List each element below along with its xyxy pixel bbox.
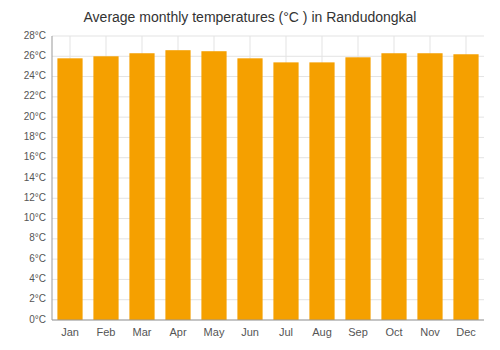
y-tick-label: 12°C — [24, 192, 46, 203]
bar — [165, 50, 190, 320]
y-tick-label: 20°C — [24, 111, 46, 122]
bar — [57, 58, 82, 320]
bar — [309, 62, 334, 320]
bar — [453, 54, 478, 320]
grid — [52, 36, 484, 320]
y-tick-label: 10°C — [24, 212, 46, 223]
y-tick-label: 22°C — [24, 90, 46, 101]
x-tick-label: Feb — [97, 326, 116, 338]
bars — [57, 50, 478, 320]
y-tick-label: 8°C — [29, 232, 46, 243]
y-tick-label: 4°C — [29, 273, 46, 284]
title: Average monthly temperatures (°C ) in Ra… — [84, 9, 417, 25]
x-tick-label: Aug — [312, 326, 332, 338]
x-tick-label: Nov — [420, 326, 440, 338]
bar — [345, 57, 370, 320]
x-axis-line — [52, 320, 484, 321]
y-tick-label: 26°C — [24, 50, 46, 61]
bar — [93, 56, 118, 320]
x-tick-label: Dec — [456, 326, 476, 338]
chart: 0°C 2°C 4°C 6°C 8°C 10°C 12°C 14°C 16°C 18°C 20°C 2… — [0, 0, 500, 350]
y-tick-label: 2°C — [29, 293, 46, 304]
y-grid-line — [52, 320, 484, 321]
bar — [237, 58, 262, 320]
bar — [381, 53, 406, 320]
x-tick-label: Mar — [133, 326, 152, 338]
x-tick-label: May — [204, 326, 225, 338]
bar — [129, 53, 154, 320]
bar — [273, 62, 298, 320]
y-tick-label: 18°C — [24, 131, 46, 142]
x-tick-label: Jul — [279, 326, 293, 338]
bar — [201, 51, 226, 320]
y-grid-line — [52, 36, 484, 37]
y-tick-label: 28°C — [24, 30, 46, 41]
y-tick-label: 14°C — [24, 172, 46, 183]
bar — [417, 53, 442, 320]
x-tick-label: Apr — [169, 326, 186, 338]
y-axis-line — [52, 36, 53, 320]
x-tick-label: Jun — [241, 326, 259, 338]
y-tick-label: 24°C — [24, 70, 46, 81]
y-tick-label: 16°C — [24, 151, 46, 162]
x-tick-label: Sep — [348, 326, 368, 338]
y-tick-label: 0°C — [29, 314, 46, 325]
y-tick-label: 6°C — [29, 253, 46, 264]
x-tick-label: Oct — [385, 326, 402, 338]
x-tick-label: Jan — [61, 326, 79, 338]
